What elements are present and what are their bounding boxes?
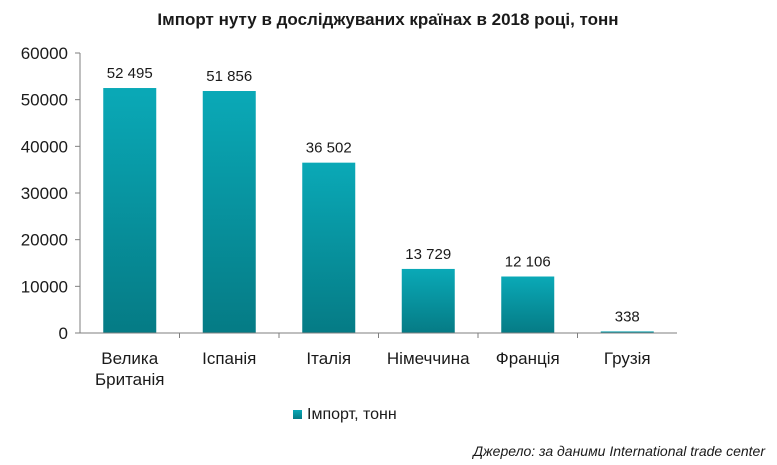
x-tick-label: Грузія: [604, 349, 651, 368]
y-tick-label: 40000: [21, 137, 68, 156]
y-tick-label: 0: [59, 324, 68, 343]
data-label: 52 495: [107, 65, 153, 82]
data-label: 36 502: [306, 140, 352, 157]
x-tick-label: Велика Британія: [95, 349, 165, 389]
chart-title: Імпорт нуту в досліджуваних країнах в 20…: [157, 10, 618, 29]
y-tick-label: 60000: [21, 44, 68, 63]
x-tick-label: Франція: [496, 349, 560, 368]
bar: [202, 91, 256, 333]
bar: [401, 268, 455, 333]
x-tick-label: Іспанія: [202, 349, 256, 368]
legend-swatch: [293, 410, 302, 419]
y-tick-label: 20000: [21, 231, 68, 250]
source-note: Джерело: за даними International trade c…: [471, 443, 766, 459]
bars: 52 495 51 856 36 502 13 729 12 106 338: [103, 65, 654, 333]
y-tick-label: 30000: [21, 184, 68, 203]
bar: [103, 88, 157, 333]
x-axis: Велика Британія Іспанія Італія Німеччина Фран…: [80, 332, 677, 389]
legend: Імпорт, тонн: [293, 406, 397, 423]
data-label: 13 729: [405, 246, 451, 263]
y-tick-label: 10000: [21, 277, 68, 296]
data-label: 12 106: [505, 254, 551, 271]
bar: [600, 331, 654, 333]
x-tick-label: Італія: [306, 349, 351, 368]
data-label: 51 856: [206, 68, 252, 85]
legend-label: Імпорт, тонн: [307, 406, 397, 423]
x-tick-label: Німеччина: [387, 349, 470, 368]
y-tick-label: 50000: [21, 91, 68, 110]
bar: [302, 162, 356, 333]
bar: [501, 276, 555, 333]
y-axis: 0 10000 20000 30000 40000 50000 60000: [21, 44, 81, 343]
data-label: 338: [615, 308, 640, 325]
